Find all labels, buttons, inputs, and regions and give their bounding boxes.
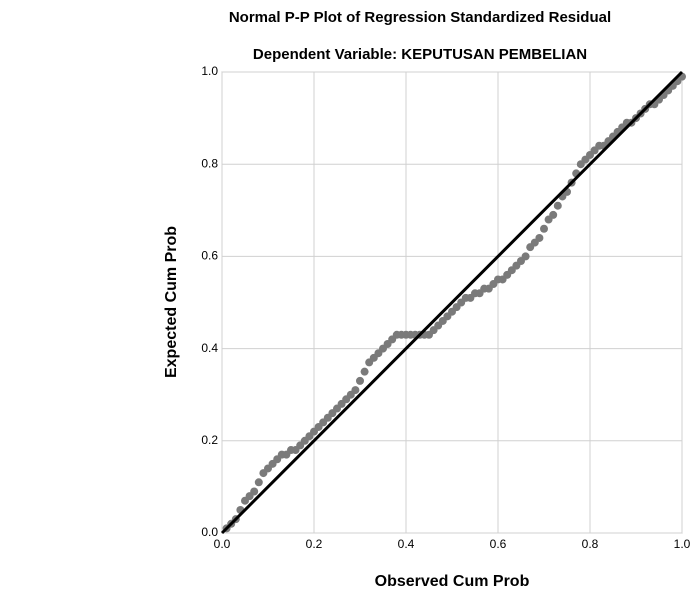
y-tick-label: 0.8 (201, 156, 218, 170)
point (549, 210, 558, 219)
x-tick-label: 0.0 (214, 537, 231, 551)
y-tick-label: 0.6 (201, 249, 218, 263)
y-tick-label: 0.2 (201, 433, 218, 447)
x-tick-label: 0.4 (398, 537, 415, 551)
y-tick-label: 1.0 (201, 64, 218, 78)
point (356, 376, 364, 385)
chart-title: Normal P-P Plot of Regression Standardiz… (229, 9, 611, 26)
x-axis-title: Observed Cum Prob (375, 573, 530, 590)
point (535, 233, 544, 242)
x-tick-label: 0.2 (306, 537, 323, 551)
x-tick-label: 1.0 (674, 537, 691, 551)
chart-subtitle: Dependent Variable: KEPUTUSAN PEMBELIAN (253, 46, 587, 63)
point (250, 487, 259, 496)
point (521, 252, 530, 261)
reference-line (220, 70, 684, 535)
point (351, 386, 360, 395)
y-tick-label: 0.4 (201, 341, 218, 355)
y-axis-title: Expected Cum Prob (163, 226, 180, 378)
x-tick-label: 0.6 (490, 537, 507, 551)
y-tick-label: 0.0 (201, 525, 218, 539)
x-tick-label: 0.8 (582, 537, 599, 551)
point (553, 201, 562, 210)
point (254, 478, 263, 487)
point (360, 367, 369, 376)
point (540, 224, 548, 233)
